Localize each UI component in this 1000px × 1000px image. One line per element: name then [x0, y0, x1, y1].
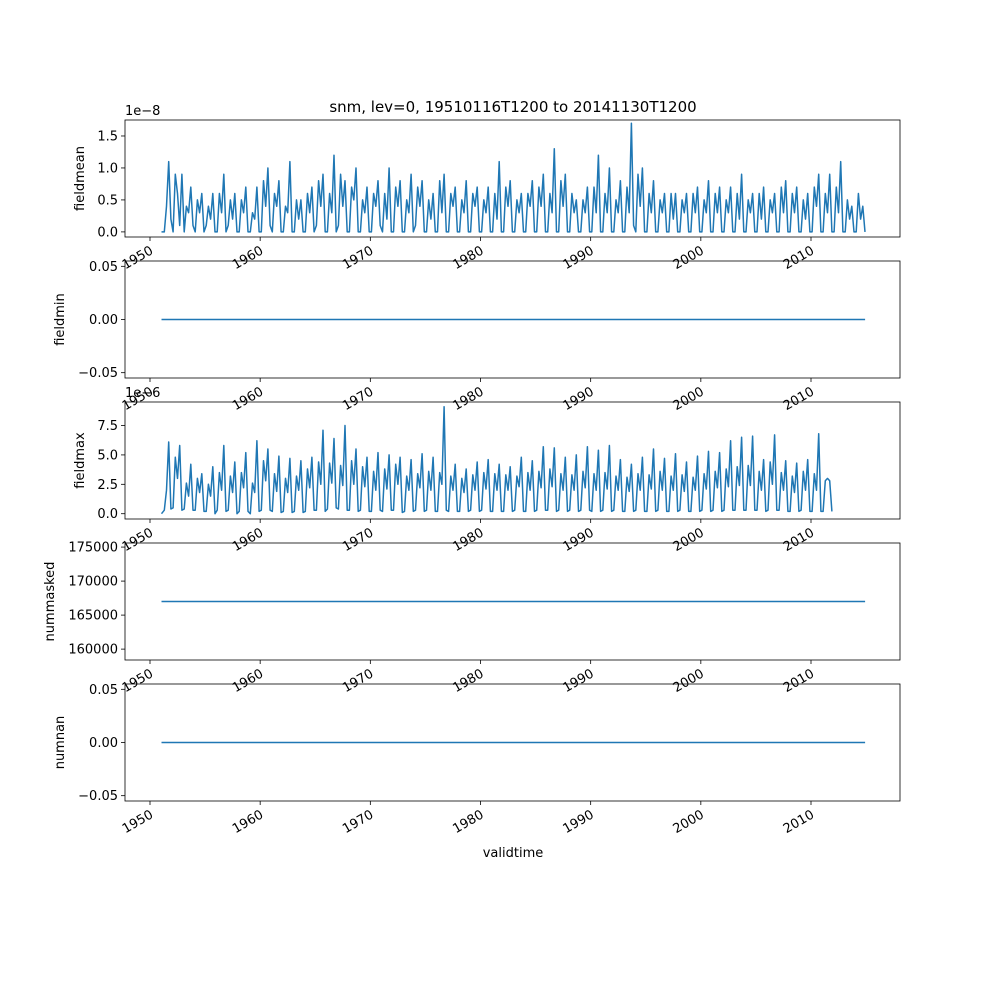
numnan-y-tick-label: 0.00	[89, 736, 118, 751]
fieldmean-y-tick-label: 0.0	[97, 225, 118, 240]
nummasked-y-tick-label: 160000	[68, 643, 118, 658]
numnan-y-axis-label: numnan	[53, 716, 68, 770]
fieldmax-y-tick-label: 2.5	[97, 478, 118, 493]
fieldmean-y-tick-label: 1.0	[97, 161, 118, 176]
fieldmin-y-axis-label: fieldmin	[53, 293, 68, 346]
fieldmin-y-tick-label: 0.00	[89, 313, 118, 328]
fieldmax-offset-text: 1e−6	[125, 386, 160, 401]
fieldmean-series-line	[161, 122, 866, 233]
fieldmin-y-tick-label: −0.05	[78, 366, 118, 381]
fieldmean-y-axis-label: fieldmean	[73, 146, 88, 211]
nummasked-y-axis-label: nummasked	[43, 562, 58, 642]
fieldmax-y-tick-label: 5.0	[97, 448, 118, 463]
fieldmax-y-tick-label: 0.0	[97, 507, 118, 522]
fieldmax-y-axis-label: fieldmax	[73, 432, 88, 489]
nummasked-y-tick-label: 170000	[68, 575, 118, 590]
numnan-y-tick-label: 0.05	[89, 683, 118, 698]
fieldmean-y-tick-label: 0.5	[97, 193, 118, 208]
fieldmax-axes-frame	[124, 401, 901, 520]
fieldmax-series-line	[160, 405, 833, 515]
fieldmean-axes-frame	[124, 119, 901, 238]
nummasked-y-tick-label: 165000	[68, 609, 118, 624]
fieldmax-y-tick-label: 7.5	[97, 419, 118, 434]
fieldmean-offset-text: 1e−8	[125, 104, 160, 119]
numnan-y-tick-label: −0.05	[78, 789, 118, 804]
fieldmin-y-tick-label: 0.05	[89, 260, 118, 275]
fieldmean-y-tick-label: 1.5	[97, 129, 118, 144]
chart-title: snm, lev=0, 19510116T1200 to 20141130T12…	[329, 98, 696, 116]
nummasked-y-tick-label: 175000	[68, 541, 118, 556]
nummasked-axes-frame	[124, 542, 901, 661]
x-axis-label: validtime	[483, 846, 544, 861]
